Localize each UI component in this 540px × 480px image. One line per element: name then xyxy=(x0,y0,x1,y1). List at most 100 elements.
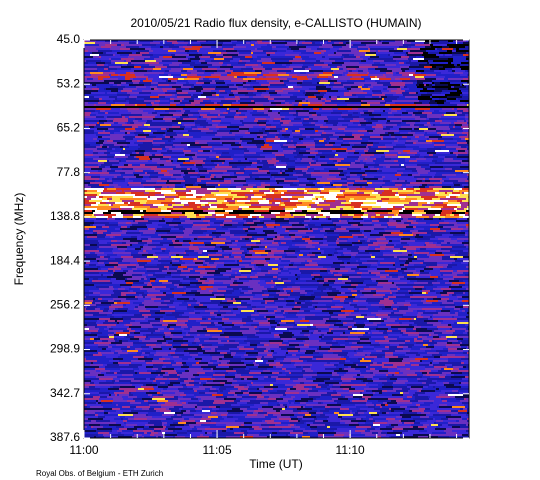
spectrogram-texture xyxy=(443,274,457,276)
spectrogram-texture xyxy=(126,140,137,142)
spectrogram-texture xyxy=(396,220,401,222)
spectrogram-texture xyxy=(358,224,363,226)
spectrogram-texture xyxy=(405,96,418,98)
spectrogram-texture xyxy=(336,278,338,280)
spectrogram-texture xyxy=(455,164,460,166)
spectrogram-texture xyxy=(227,126,239,128)
spectrogram-texture xyxy=(305,40,311,42)
spectrogram-texture xyxy=(435,252,442,254)
spectrogram-texture xyxy=(324,168,338,170)
spectrogram-texture xyxy=(465,50,469,52)
spectrogram-texture xyxy=(405,160,409,162)
spectrogram-texture xyxy=(452,194,460,196)
spectrogram-texture xyxy=(452,212,465,214)
spectrogram-texture xyxy=(109,184,118,186)
spectrogram-texture xyxy=(196,216,205,218)
spectrogram-texture xyxy=(155,252,169,254)
spectrogram-texture xyxy=(322,108,332,110)
spectrogram-texture xyxy=(102,172,109,174)
spectrogram-texture xyxy=(143,170,145,172)
spectrogram-texture xyxy=(429,240,444,242)
spectrogram-texture xyxy=(353,218,363,220)
spectrogram-texture xyxy=(451,44,460,46)
spectrogram-texture xyxy=(381,224,388,226)
spectrogram-texture xyxy=(398,156,410,158)
spectrogram-texture xyxy=(141,216,143,218)
spectrogram-texture xyxy=(430,224,439,226)
spectrogram-texture xyxy=(224,220,232,222)
spectrogram-texture xyxy=(329,94,333,96)
spectrogram-texture xyxy=(427,116,439,118)
spectrogram-texture xyxy=(201,132,206,134)
spectrogram-texture xyxy=(153,130,157,132)
spectrogram-texture xyxy=(98,268,101,270)
spectrogram-texture xyxy=(131,206,134,208)
spectrogram-texture xyxy=(318,188,320,190)
spectrogram-texture xyxy=(201,62,207,64)
spectrogram-texture xyxy=(368,238,376,240)
spectrogram-texture xyxy=(241,256,245,258)
spectrogram-texture xyxy=(182,282,190,284)
spectrogram-texture xyxy=(209,156,216,158)
spectrogram-texture xyxy=(253,190,259,192)
spectrogram-texture xyxy=(249,192,264,194)
spectrogram-texture xyxy=(155,78,162,80)
spectrogram-texture xyxy=(454,86,466,88)
spectrogram-texture xyxy=(417,170,430,172)
spectrogram-texture xyxy=(199,288,201,290)
spectrogram-texture xyxy=(336,106,350,108)
spectrogram-texture xyxy=(125,132,127,134)
spectrogram-texture xyxy=(296,110,309,112)
spectrogram-texture xyxy=(272,198,274,200)
spectrogram-texture xyxy=(433,158,444,160)
spectrogram-texture xyxy=(201,148,214,150)
spectrogram-texture xyxy=(84,182,90,184)
spectrogram-texture xyxy=(285,188,297,190)
spectrogram-texture xyxy=(88,102,98,104)
spectrogram-texture xyxy=(219,128,228,130)
spectrogram-texture xyxy=(135,194,149,196)
spectrogram-texture xyxy=(244,222,247,224)
spectrogram-texture xyxy=(386,146,393,148)
spectrogram-texture xyxy=(181,46,183,48)
spectrogram-texture xyxy=(225,168,237,170)
spectrogram-texture xyxy=(466,246,469,248)
spectrogram-texture xyxy=(208,274,214,276)
spectrogram-texture xyxy=(246,46,261,48)
spectrogram-texture xyxy=(103,196,112,198)
spectrogram-texture xyxy=(454,224,461,226)
spectrogram-texture xyxy=(125,288,129,290)
spectrogram-texture xyxy=(430,44,433,46)
spectrogram-texture xyxy=(346,200,349,202)
spectrogram-texture xyxy=(359,250,365,252)
spectrogram-texture xyxy=(226,204,238,206)
spectrogram-texture xyxy=(231,122,242,124)
spectrogram-texture xyxy=(212,168,225,170)
spectrogram-texture xyxy=(160,290,174,292)
spectrogram-texture xyxy=(345,266,357,268)
spectrogram-texture xyxy=(361,148,369,150)
spectrogram-texture xyxy=(462,188,469,190)
spectrogram-texture xyxy=(374,110,383,112)
spectrogram-texture xyxy=(312,228,318,230)
spectrogram-texture xyxy=(181,230,183,232)
spectrogram-texture xyxy=(275,210,285,212)
spectrogram-texture xyxy=(434,210,437,212)
spectrogram-texture xyxy=(457,218,467,220)
spectrogram-texture xyxy=(129,40,140,42)
spectrogram-texture xyxy=(202,252,216,254)
spectrogram-texture xyxy=(405,294,413,296)
spectrogram-texture xyxy=(149,250,162,252)
spectrogram-texture xyxy=(230,236,240,238)
spectrogram-texture xyxy=(352,132,364,134)
spectrogram-texture xyxy=(382,92,392,94)
spectrogram-texture xyxy=(258,64,261,66)
spectrogram-texture xyxy=(99,250,112,252)
spectrogram-texture xyxy=(259,168,262,170)
spectrogram-texture xyxy=(316,164,321,166)
spectrogram-texture xyxy=(201,218,216,220)
spectrogram-texture xyxy=(146,86,150,88)
spectrogram-texture xyxy=(103,94,117,96)
spectrogram-texture xyxy=(454,208,457,210)
spectrogram-texture xyxy=(418,296,425,298)
